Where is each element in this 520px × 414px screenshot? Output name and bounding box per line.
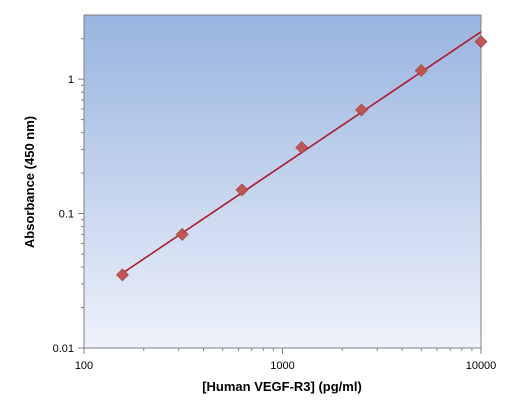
data-points xyxy=(116,35,488,282)
x-tick-label: 1000 xyxy=(270,360,294,372)
y-axis-title: Absorbance (450 nm) xyxy=(22,116,37,248)
data-point xyxy=(474,35,488,49)
plot-area xyxy=(83,14,482,349)
y-tick-label: 1 xyxy=(68,74,74,86)
x-axis-ticks: 100 1000 10000 xyxy=(75,348,496,372)
data-point xyxy=(116,268,129,282)
y-axis-ticks: 0.01 0.1 1 xyxy=(53,38,84,355)
data-point xyxy=(175,227,189,241)
data-point xyxy=(414,64,428,77)
x-axis-title: [Human VEGF-R3] (pg/ml) xyxy=(202,379,362,394)
x-tick-label: 10000 xyxy=(466,360,497,372)
y-tick-label: 0.01 xyxy=(53,343,74,355)
data-point xyxy=(355,103,368,117)
x-tick-label: 100 xyxy=(75,360,93,372)
data-point xyxy=(295,141,309,154)
data-point xyxy=(235,183,249,197)
y-tick-label: 0.1 xyxy=(59,209,74,221)
